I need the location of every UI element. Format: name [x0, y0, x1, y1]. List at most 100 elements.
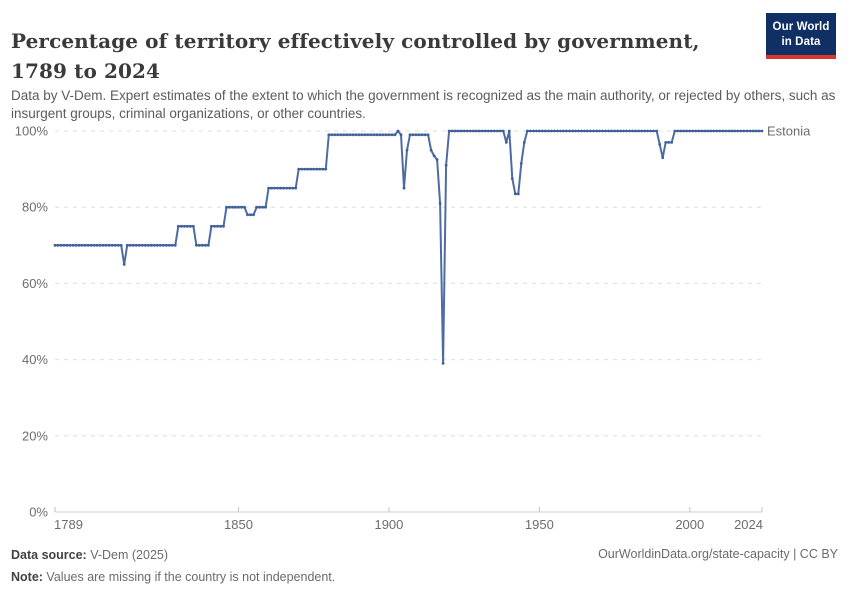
data-point-1996	[676, 129, 680, 133]
data-point-1905	[402, 186, 406, 190]
data-point-1799	[83, 243, 87, 247]
data-point-1800	[86, 243, 90, 247]
data-point-1883	[336, 133, 340, 137]
data-point-1871	[300, 167, 304, 171]
data-point-1861	[270, 186, 273, 190]
data-source-line: Data source: V-Dem (2025)	[11, 545, 571, 567]
data-point-1884	[339, 133, 343, 137]
data-point-1998	[682, 129, 686, 133]
data-point-1976	[616, 129, 619, 133]
data-point-1997	[679, 129, 683, 133]
data-point-1829	[173, 243, 177, 247]
owid-citation-link[interactable]: OurWorldinData.org/state-capacity | CC B…	[598, 547, 838, 561]
data-point-1814	[128, 243, 132, 247]
data-point-1935	[492, 129, 496, 133]
data-point-1969	[595, 129, 598, 133]
estonia-line-series[interactable]	[54, 130, 763, 365]
data-point-1810	[116, 243, 120, 247]
data-point-1793	[65, 243, 69, 247]
data-point-1896	[375, 133, 379, 137]
data-point-1790	[56, 243, 60, 247]
data-point-1928	[471, 129, 475, 133]
data-point-1826	[164, 243, 168, 247]
data-point-1962	[574, 129, 577, 133]
data-point-1880	[327, 133, 331, 137]
data-point-2023	[757, 129, 761, 133]
data-point-1830	[176, 224, 180, 228]
data-point-1816	[134, 243, 138, 247]
data-point-1853	[246, 213, 249, 217]
data-point-1956	[556, 129, 559, 133]
data-point-1983	[637, 129, 641, 133]
data-point-1866	[285, 186, 289, 190]
data-point-1891	[360, 133, 364, 137]
data-point-1886	[345, 133, 349, 137]
data-point-1922	[453, 129, 457, 133]
data-point-1909	[414, 133, 418, 137]
owid-logo[interactable]: Our World in Data	[766, 13, 836, 59]
data-point-1817	[137, 243, 141, 247]
data-point-2001	[691, 129, 695, 133]
data-point-1920	[447, 129, 451, 133]
data-point-1895	[372, 133, 376, 137]
data-point-1984	[640, 129, 644, 133]
data-point-1842	[213, 224, 216, 228]
data-point-1933	[486, 129, 490, 133]
data-point-1892	[363, 133, 367, 137]
data-point-1841	[210, 224, 213, 228]
y-tick-label-40: 40%	[22, 352, 48, 367]
data-point-1801	[89, 243, 93, 247]
data-point-1795	[71, 243, 75, 247]
data-point-1796	[74, 243, 78, 247]
data-point-2005	[703, 129, 707, 133]
data-source-label: Data source:	[11, 548, 87, 562]
data-point-1917	[438, 202, 442, 205]
data-point-1860	[267, 186, 270, 190]
data-point-1862	[273, 186, 276, 190]
data-point-1919	[444, 163, 448, 167]
data-point-1897	[378, 133, 382, 137]
data-point-1927	[468, 129, 472, 133]
note-label: Note:	[11, 569, 43, 584]
data-point-1964	[580, 129, 583, 133]
y-tick-label-100: 100%	[15, 124, 49, 139]
data-point-1910	[417, 133, 421, 137]
data-point-1865	[282, 186, 285, 190]
x-tick-label-1900: 1900	[374, 517, 403, 532]
data-point-1846	[225, 205, 228, 209]
data-point-1803	[95, 243, 99, 247]
data-point-1916	[435, 158, 439, 162]
data-point-1819	[143, 243, 147, 247]
data-point-1961	[571, 129, 574, 133]
data-point-1824	[158, 243, 162, 247]
data-point-1938	[501, 129, 505, 133]
data-point-1869	[294, 186, 298, 190]
data-point-1925	[462, 129, 466, 133]
data-point-2004	[700, 129, 704, 133]
x-tick-label-1950: 1950	[525, 517, 554, 532]
data-point-1864	[279, 186, 282, 190]
y-tick-label-60: 60%	[22, 276, 48, 291]
data-point-2007	[709, 129, 713, 133]
data-point-1876	[315, 167, 319, 171]
data-point-1833	[186, 224, 189, 228]
data-point-2009	[715, 129, 719, 133]
data-point-1863	[276, 186, 279, 190]
data-point-1798	[80, 243, 84, 247]
data-source-value: V-Dem (2025)	[86, 548, 169, 562]
data-point-1949	[535, 129, 538, 133]
data-point-1937	[498, 129, 502, 133]
data-point-1918	[441, 362, 445, 365]
data-point-1980	[628, 129, 631, 133]
data-point-1848	[231, 205, 234, 209]
data-point-1858	[261, 205, 264, 209]
data-point-2016	[736, 129, 740, 133]
data-point-1904	[399, 133, 403, 137]
data-point-1838	[201, 243, 204, 247]
data-point-1926	[465, 129, 469, 133]
data-point-1914	[429, 148, 433, 152]
data-point-1945	[522, 141, 526, 144]
data-point-1986	[646, 129, 650, 133]
